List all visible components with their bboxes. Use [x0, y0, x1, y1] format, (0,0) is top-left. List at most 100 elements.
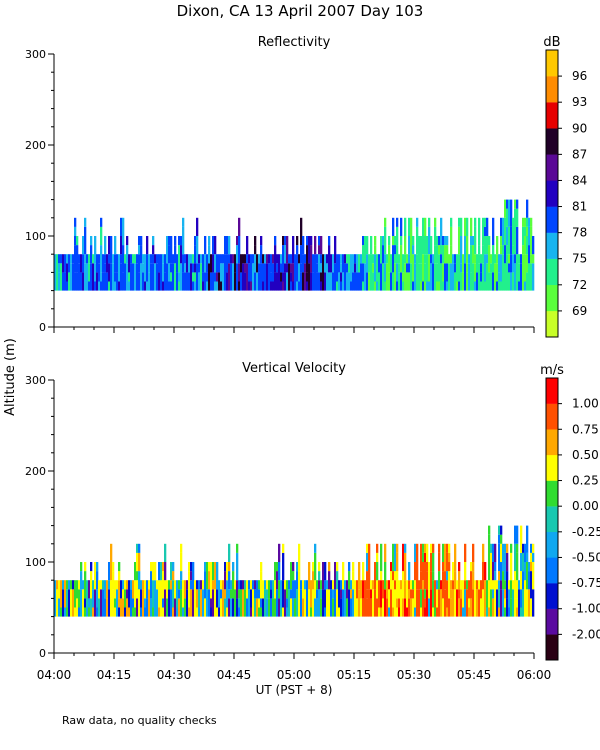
data-cell: [120, 236, 123, 255]
data-cell: [128, 580, 131, 608]
data-cell: [346, 254, 349, 264]
data-cell: [372, 589, 375, 599]
data-cell: [124, 607, 127, 617]
data-cell: [328, 571, 331, 590]
data-cell: [356, 272, 359, 291]
data-cell: [392, 571, 395, 581]
data-cell: [134, 562, 137, 581]
data-cell: [448, 552, 451, 562]
data-cell: [210, 589, 213, 599]
data-cell: [348, 254, 351, 273]
data-cell: [408, 607, 411, 617]
data-cell: [424, 281, 427, 291]
data-cell: [498, 525, 501, 535]
data-cell: [364, 263, 367, 282]
data-cell: [226, 254, 229, 273]
data-cell: [422, 217, 425, 236]
data-cell: [118, 571, 121, 581]
data-cell: [226, 236, 229, 255]
data-cell: [408, 598, 411, 608]
data-cell: [172, 562, 175, 572]
data-cell: [462, 281, 465, 291]
data-cell: [258, 272, 261, 291]
data-cell: [350, 281, 353, 291]
data-cell: [376, 552, 379, 562]
data-cell: [88, 607, 91, 617]
data-cell: [524, 580, 527, 590]
data-cell: [198, 254, 201, 264]
y-tick-label: 100: [25, 556, 46, 569]
data-cell: [290, 598, 293, 617]
data-cell: [246, 580, 249, 599]
data-cell: [198, 281, 201, 291]
data-cell: [262, 281, 265, 291]
data-cell: [190, 263, 193, 291]
data-cell: [430, 552, 433, 572]
data-cell: [260, 245, 263, 264]
data-cell: [362, 281, 365, 291]
data-cell: [84, 226, 87, 255]
data-cell: [250, 254, 253, 282]
data-cell: [276, 562, 279, 572]
data-cell: [108, 263, 111, 282]
data-cell: [480, 598, 483, 617]
data-cell: [142, 272, 145, 291]
data-cell: [514, 254, 517, 264]
data-cell: [218, 254, 221, 273]
data-cell: [234, 580, 237, 590]
data-cell: [462, 272, 465, 282]
data-cell: [490, 562, 493, 590]
data-cell: [178, 245, 181, 273]
data-cell: [404, 598, 407, 617]
data-cell: [330, 580, 333, 590]
data-cell: [304, 272, 307, 291]
x-tick-label: 04:30: [157, 668, 192, 682]
data-cell: [474, 226, 477, 236]
data-cell: [488, 525, 491, 535]
data-cell: [272, 263, 275, 282]
data-cell: [336, 562, 339, 572]
data-cell: [410, 263, 413, 291]
data-cell: [422, 543, 425, 553]
data-cell: [506, 552, 509, 572]
data-cell: [500, 236, 503, 246]
data-cell: [478, 217, 481, 246]
data-cell: [238, 281, 241, 291]
data-cell: [388, 580, 391, 590]
data-cell: [532, 562, 535, 590]
data-cell: [196, 589, 199, 608]
data-cell: [216, 281, 219, 291]
data-cell: [502, 245, 505, 255]
data-cell: [72, 254, 75, 264]
data-cell: [216, 607, 219, 617]
data-cell: [306, 245, 309, 273]
data-cell: [54, 254, 57, 282]
data-cell: [282, 245, 285, 273]
data-cell: [112, 254, 115, 264]
data-cell: [132, 263, 135, 291]
data-cell: [444, 571, 447, 590]
data-cell: [242, 263, 245, 291]
data-cell: [302, 236, 305, 255]
data-cell: [242, 580, 245, 590]
data-cell: [168, 263, 171, 282]
data-cell: [268, 254, 271, 264]
data-cell: [482, 263, 485, 291]
data-cell: [252, 254, 255, 264]
data-cell: [182, 607, 185, 617]
data-cell: [128, 254, 131, 273]
data-cell: [526, 562, 529, 590]
data-cell: [326, 281, 329, 291]
data-cell: [226, 272, 229, 291]
data-cell: [276, 263, 279, 273]
data-cell: [420, 571, 423, 590]
data-cell: [86, 263, 89, 291]
data-cell: [516, 525, 519, 544]
data-cell: [458, 281, 461, 291]
data-cell: [114, 607, 117, 617]
data-cell: [142, 580, 145, 590]
data-cell: [340, 589, 343, 599]
data-cell: [374, 562, 377, 590]
y-axis-label: Altitude (m): [3, 338, 18, 416]
data-cell: [484, 281, 487, 291]
